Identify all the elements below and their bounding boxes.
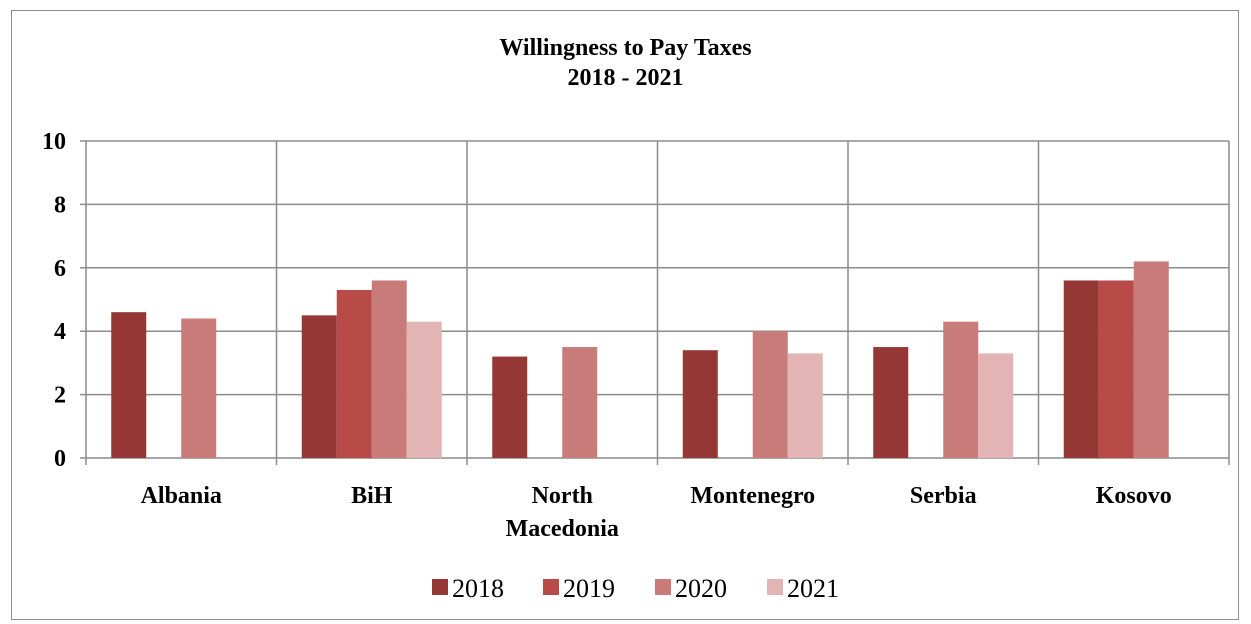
x-tick-label: Macedonia: [506, 516, 619, 542]
bar-2020-2: [562, 347, 598, 458]
y-tick-label: 4: [54, 319, 66, 345]
bar-2020-3: [752, 331, 788, 458]
legend-label-2020: 2020: [675, 574, 727, 603]
legend-label-2018: 2018: [452, 574, 504, 603]
bar-2018-1: [301, 315, 337, 458]
legend-swatch-2018: [432, 579, 448, 595]
bar-2018-4: [873, 347, 909, 458]
bar-2020-1: [371, 280, 407, 458]
legend-swatch-2021: [767, 579, 783, 595]
bar-2019-1: [336, 289, 372, 458]
y-tick-label: 10: [42, 129, 66, 155]
chart-title-block: Willingness to Pay Taxes 2018 - 2021: [0, 33, 1251, 93]
legend-swatch-2020: [655, 579, 671, 595]
x-tick-label: Kosovo: [1096, 483, 1172, 509]
legend-label-2021: 2021: [787, 574, 839, 603]
bar-2021-1: [406, 321, 442, 458]
bar-2020-0: [181, 318, 217, 458]
chart-title: Willingness to Pay Taxes: [499, 35, 752, 61]
bar-2020-5: [1133, 261, 1169, 458]
y-tick-label: 2: [54, 383, 66, 409]
bar-2019-5: [1098, 280, 1134, 458]
x-tick-label: BiH: [351, 483, 393, 509]
bar-2018-3: [682, 350, 718, 458]
legend-swatch-2019: [543, 579, 559, 595]
bar-2018-2: [492, 356, 528, 458]
bar-2021-3: [787, 353, 823, 458]
x-tick-label: Serbia: [910, 483, 977, 509]
y-tick-label: 6: [54, 256, 66, 282]
bar-2018-0: [111, 312, 147, 458]
legend-label-2019: 2019: [563, 574, 615, 603]
chart-subtitle: 2018 - 2021: [567, 65, 684, 91]
x-tick-label: Albania: [141, 483, 222, 509]
x-tick-label: North: [532, 483, 593, 509]
bar-2020-4: [943, 321, 979, 458]
y-tick-label: 0: [54, 446, 66, 472]
chart-frame: [11, 10, 1239, 620]
y-tick-label: 8: [54, 192, 66, 218]
x-tick-label: Montenegro: [690, 483, 815, 509]
bar-2021-4: [978, 353, 1014, 458]
bar-2018-5: [1063, 280, 1099, 458]
